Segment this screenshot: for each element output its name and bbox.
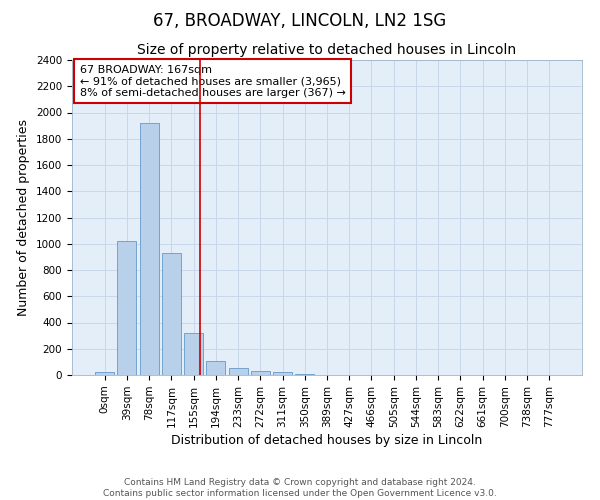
Text: 67, BROADWAY, LINCOLN, LN2 1SG: 67, BROADWAY, LINCOLN, LN2 1SG: [154, 12, 446, 30]
Bar: [95, 372, 114, 375]
Bar: [273, 372, 292, 375]
Y-axis label: Number of detached properties: Number of detached properties: [17, 119, 31, 316]
Title: Size of property relative to detached houses in Lincoln: Size of property relative to detached ho…: [137, 44, 517, 58]
X-axis label: Distribution of detached houses by size in Lincoln: Distribution of detached houses by size …: [172, 434, 482, 447]
Bar: [140, 123, 158, 375]
Text: 67 BROADWAY: 167sqm
← 91% of detached houses are smaller (3,965)
8% of semi-deta: 67 BROADWAY: 167sqm ← 91% of detached ho…: [80, 64, 346, 98]
Text: Contains HM Land Registry data © Crown copyright and database right 2024.
Contai: Contains HM Land Registry data © Crown c…: [103, 478, 497, 498]
Bar: [118, 241, 136, 375]
Bar: [229, 368, 248, 375]
Bar: [162, 253, 181, 375]
Bar: [206, 361, 225, 375]
Bar: [295, 374, 314, 375]
Bar: [184, 333, 203, 375]
Bar: [251, 371, 270, 375]
